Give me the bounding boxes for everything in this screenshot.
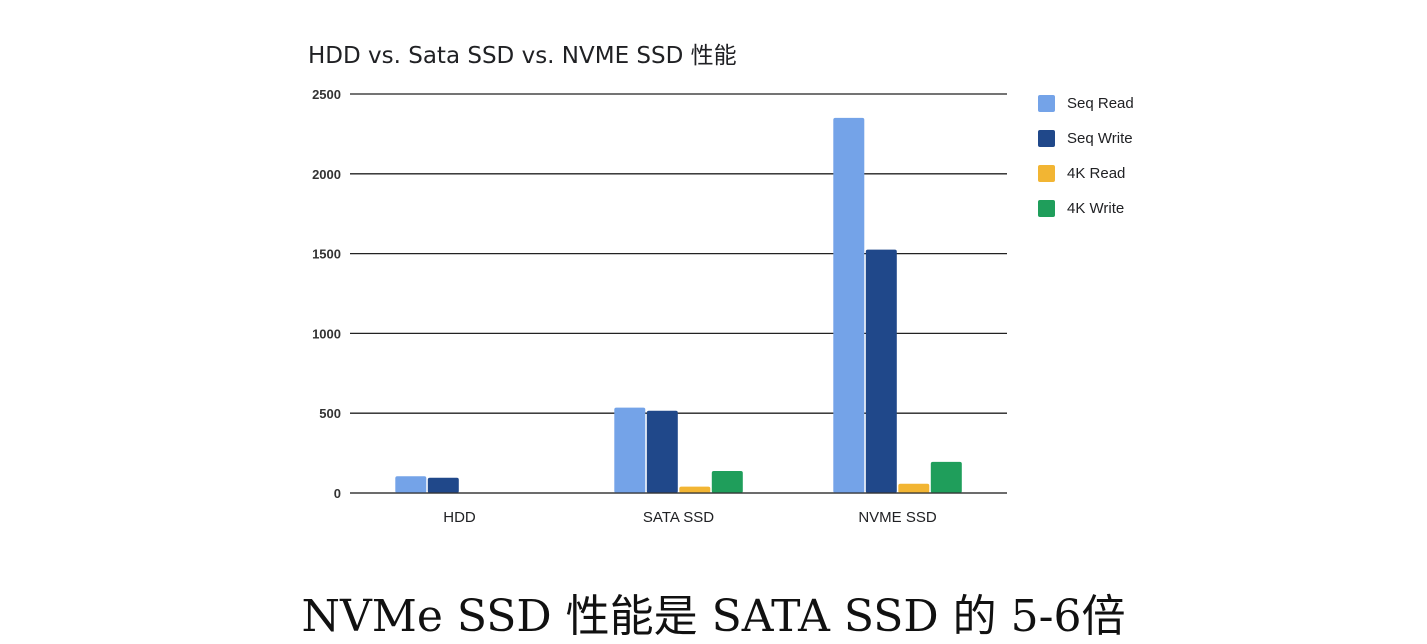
y-tick-label: 2000 bbox=[312, 167, 341, 182]
y-tick-label: 2500 bbox=[312, 87, 341, 102]
legend-label: 4K Read bbox=[1067, 165, 1126, 182]
y-tick-label: 1000 bbox=[312, 326, 341, 341]
bar-seq-read-sata-ssd bbox=[614, 407, 646, 493]
bar-seq-write-nvme-ssd bbox=[865, 249, 897, 493]
legend-label: Seq Write bbox=[1067, 130, 1133, 147]
legend-item: 4K Write bbox=[1038, 191, 1134, 226]
bar-4k-read-sata-ssd bbox=[679, 486, 711, 493]
legend-swatch bbox=[1038, 165, 1055, 182]
x-axis-ticks: HDD SATA SSD NVME SSD bbox=[443, 509, 937, 526]
bar-4k-write-nvme-ssd bbox=[930, 461, 962, 493]
bar-seq-read-hdd bbox=[395, 476, 427, 493]
x-tick-label: HDD bbox=[443, 509, 476, 526]
legend-item: 4K Read bbox=[1038, 156, 1134, 191]
x-tick-label: SATA SSD bbox=[643, 509, 714, 526]
bar-4k-write-sata-ssd bbox=[711, 471, 743, 493]
y-tick-label: 0 bbox=[334, 486, 341, 501]
bar-seq-write-sata-ssd bbox=[646, 410, 678, 493]
legend-swatch bbox=[1038, 95, 1055, 112]
bar-seq-read-nvme-ssd bbox=[833, 117, 865, 494]
chart-title: HDD vs. Sata SSD vs. NVME SSD 性能 bbox=[308, 43, 737, 69]
bar-4k-read-nvme-ssd bbox=[898, 483, 930, 493]
legend-swatch bbox=[1038, 130, 1055, 147]
legend-item: Seq Read bbox=[1038, 86, 1134, 121]
legend-label: Seq Read bbox=[1067, 95, 1134, 112]
legend-swatch bbox=[1038, 200, 1055, 217]
legend-label: 4K Write bbox=[1067, 200, 1125, 217]
caption: NVMe SSD 性能是 SATA SSD 的 5-6倍 bbox=[301, 591, 1126, 642]
y-axis-ticks: 0 500 1000 1500 2000 2500 bbox=[312, 87, 341, 501]
y-tick-label: 1500 bbox=[312, 247, 341, 262]
y-tick-label: 500 bbox=[319, 406, 341, 421]
x-tick-label: NVME SSD bbox=[858, 509, 937, 526]
legend-item: Seq Write bbox=[1038, 121, 1134, 156]
bars bbox=[350, 117, 1007, 494]
legend: Seq Read Seq Write 4K Read 4K Write bbox=[1038, 86, 1134, 226]
bar-seq-write-hdd bbox=[427, 477, 459, 493]
gridlines bbox=[350, 93, 1007, 494]
